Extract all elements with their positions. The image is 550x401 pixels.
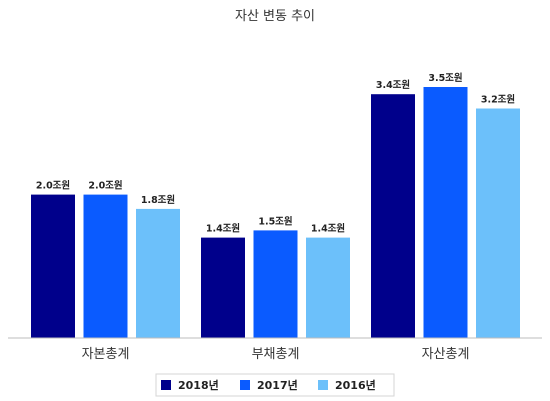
data-label: 1.8조원 (141, 194, 175, 206)
bar-2017년-자산총계 (423, 87, 468, 338)
legend-swatch (161, 380, 171, 390)
data-label: 2.0조원 (88, 180, 122, 192)
legend-swatch (318, 380, 328, 390)
legend-swatch (240, 380, 250, 390)
legend-label: 2016년 (335, 378, 376, 392)
legend-label: 2017년 (257, 378, 298, 392)
bar-2017년-자본총계 (83, 194, 128, 338)
data-label: 1.4조원 (206, 223, 240, 235)
category-label: 자산총계 (422, 347, 470, 362)
category-labels: 자본총계 부채총계 자산총계 (82, 347, 470, 362)
bar-2018년-자산총계 (371, 94, 415, 338)
data-label: 3.5조원 (428, 72, 462, 84)
legend-box (155, 373, 395, 397)
data-label: 1.5조원 (258, 215, 292, 227)
legend-label: 2018년 (178, 378, 219, 392)
data-label: 2.0조원 (36, 180, 70, 192)
category-label: 부채총계 (252, 347, 300, 362)
bars-layer: 2.0조원 2.0조원 1.8조원 1.4조원 1.5조원 1.4조원 3.4조원 3.5조원… (31, 72, 520, 338)
legend: 2018년 2017년 2016년 (155, 373, 395, 397)
bar-2016년-자산총계 (476, 108, 520, 338)
data-label: 1.4조원 (311, 223, 345, 235)
bar-2016년-자본총계 (136, 208, 180, 338)
chart-title: 자산 변동 추이 (235, 9, 315, 24)
bar-2017년-부채총계 (253, 230, 298, 338)
data-label: 3.4조원 (376, 79, 410, 91)
bar-2018년-자본총계 (31, 194, 75, 338)
bar-2018년-부채총계 (201, 237, 245, 338)
category-label: 자본총계 (82, 347, 130, 362)
data-label: 3.2조원 (481, 94, 515, 106)
bar-2016년-부채총계 (306, 237, 350, 338)
